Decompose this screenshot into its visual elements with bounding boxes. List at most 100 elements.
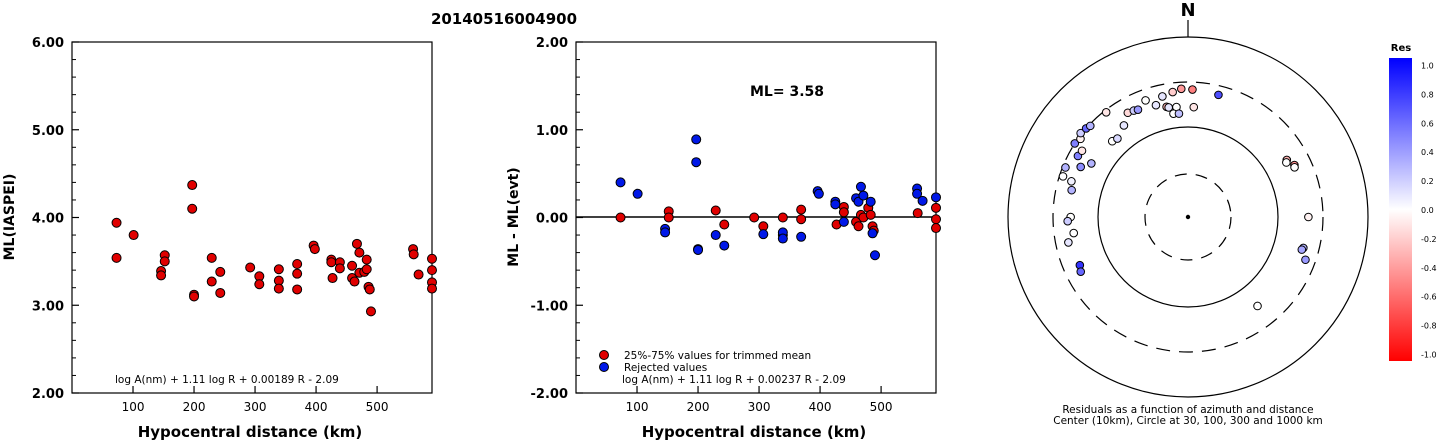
panel2-point-rejected: [691, 134, 702, 145]
panel2-point-rejected: [838, 216, 849, 227]
panel1-y-label: ML(IASPEI): [2, 174, 18, 261]
polar-station-point: [1189, 102, 1199, 112]
polar-station-point: [1077, 146, 1087, 156]
panel2-point-rejected: [858, 190, 869, 201]
legend-label-rejected: Rejected values: [624, 362, 707, 374]
panel1-y-ticks: 2.00 3.00 4.00 5.00 6.00: [32, 36, 79, 402]
panel2-point-rejected: [796, 231, 807, 242]
residual-colorbar: Res 1.0 0.8 0.6 0.4 0.2 0.0 -0.2 -0.4 -0.6 -0.8 -1…: [1389, 43, 1437, 361]
polar-station-point: [1058, 172, 1068, 181]
panel1-point-used: [292, 268, 303, 279]
polar-station-point: [1070, 139, 1080, 148]
panel2-point-used: [931, 223, 941, 234]
polar-station-point: [1158, 92, 1167, 101]
panel1-x-label: Hypocentral distance (km): [138, 423, 363, 441]
panel2-point-used: [663, 212, 674, 223]
polar-station-point: [1188, 85, 1197, 94]
epicenter-dot: [1185, 214, 1191, 220]
panel1-point-used: [273, 283, 284, 294]
panel1-point-used: [361, 254, 372, 265]
panel2-point-used: [615, 212, 626, 223]
colorbar-ticks: 1.0 0.8 0.6 0.4 0.2 0.0 -0.2 -0.4 -0.6 -0.8 -1.0: [1421, 62, 1437, 360]
panel1-point-used: [206, 252, 217, 263]
panel2-point-rejected: [867, 228, 878, 239]
panel1-point-used: [111, 217, 122, 228]
panel1-points: [111, 180, 437, 317]
panel2-y-tick-label: -2.00: [531, 387, 568, 402]
panel2-x-tick-label: 300: [748, 400, 771, 414]
polar-station-point: [1168, 87, 1177, 97]
panel2-point-rejected: [855, 181, 866, 192]
panel1-frame: [71, 41, 433, 394]
panel1-point-used: [206, 276, 217, 287]
colorbar-tick-label: -0.6: [1421, 293, 1437, 302]
legend-label-used: 25%-75% values for trimmed mean: [624, 350, 811, 362]
polar-station-point: [1061, 163, 1070, 172]
panel2-point-rejected: [710, 230, 721, 241]
colorbar-tick-label: -0.4: [1421, 264, 1437, 273]
colorbar-tick-label: 1.0: [1421, 62, 1434, 71]
legend-marker-rejected: [599, 362, 609, 372]
panel1-point-used: [349, 276, 360, 287]
panel2-point-used: [865, 209, 876, 220]
polar-station-point: [1290, 163, 1299, 172]
panel2-point-rejected: [693, 244, 704, 255]
colorbar-tick-label: -0.8: [1421, 322, 1437, 331]
panel1-point-used: [292, 259, 303, 270]
ring-100km: [1097, 126, 1279, 308]
panel1-point-used: [427, 283, 437, 294]
panel1-point-used: [111, 252, 122, 263]
polar-station-point: [1063, 216, 1072, 226]
panel2-point-used: [777, 212, 788, 223]
panel2-point-used: [838, 207, 849, 218]
panel1-point-used: [427, 265, 437, 276]
panel2-y-tick-label: 1.00: [536, 124, 568, 139]
panel1-x-tick-label: 400: [305, 400, 328, 414]
panel1-y-tick-label: 2.00: [32, 387, 64, 402]
panel1-point-used: [187, 203, 198, 214]
panel1-point-used: [413, 269, 424, 280]
panel1-point-used: [245, 262, 256, 273]
panel1-point-used: [327, 273, 338, 284]
panel2-point-used: [912, 208, 923, 219]
panel1-y-tick-label: 4.00: [32, 212, 64, 227]
polar-station-point: [1087, 159, 1096, 168]
polar-station-point: [1101, 107, 1111, 117]
polar-caption-line2: Center (10km), Circle at 30, 100, 300 an…: [1053, 415, 1323, 427]
panel2-point-rejected: [719, 240, 730, 251]
panel2-ml-annotation: ML= 3.58: [750, 84, 824, 100]
panel2-point-rejected: [813, 188, 824, 199]
panel1-point-used: [361, 264, 372, 275]
polar-station-point: [1119, 121, 1129, 130]
panel2-point-rejected: [660, 227, 671, 238]
panel2-point-used: [931, 214, 941, 225]
panel1-point-used: [427, 253, 437, 264]
polar-caption-line1: Residuals as a function of azimuth and d…: [1062, 404, 1313, 416]
panel1-point-used: [326, 257, 337, 268]
panel1-point-used: [187, 180, 198, 191]
panel-ml-iaspei: 100 200 300 400 500 2.00 3.00 4.00 5.00 6.00 log…: [2, 36, 437, 441]
colorbar-tick-label: 0.2: [1421, 177, 1434, 186]
panel1-point-used: [215, 266, 226, 277]
colorbar-tick-label: 0.6: [1421, 119, 1434, 128]
panel1-point-used: [309, 244, 320, 255]
north-label: N: [1180, 0, 1195, 21]
panel1-point-used: [215, 287, 226, 298]
panel2-x-tick-label: 400: [809, 400, 832, 414]
panel2-point-used: [853, 221, 864, 232]
panel2-point-used: [931, 202, 941, 213]
polar-station-point: [1214, 90, 1223, 100]
ring-1000km: [1007, 36, 1369, 398]
panel2-x-tick-label: 500: [870, 400, 893, 414]
ring-30km: [1144, 173, 1232, 261]
panel1-x-ticks: 100 200 300 400 500: [122, 386, 389, 414]
panel1-x-tick-label: 500: [366, 400, 389, 414]
panel2-y-label: ML - ML(evt): [506, 167, 522, 266]
panel1-x-tick-label: 100: [122, 400, 145, 414]
panel2-point-rejected: [758, 229, 769, 240]
colorbar-gradient: [1389, 58, 1412, 361]
panel1-point-used: [334, 263, 345, 274]
panel1-y-tick-label: 3.00: [32, 299, 64, 314]
polar-station-point: [1253, 301, 1262, 311]
